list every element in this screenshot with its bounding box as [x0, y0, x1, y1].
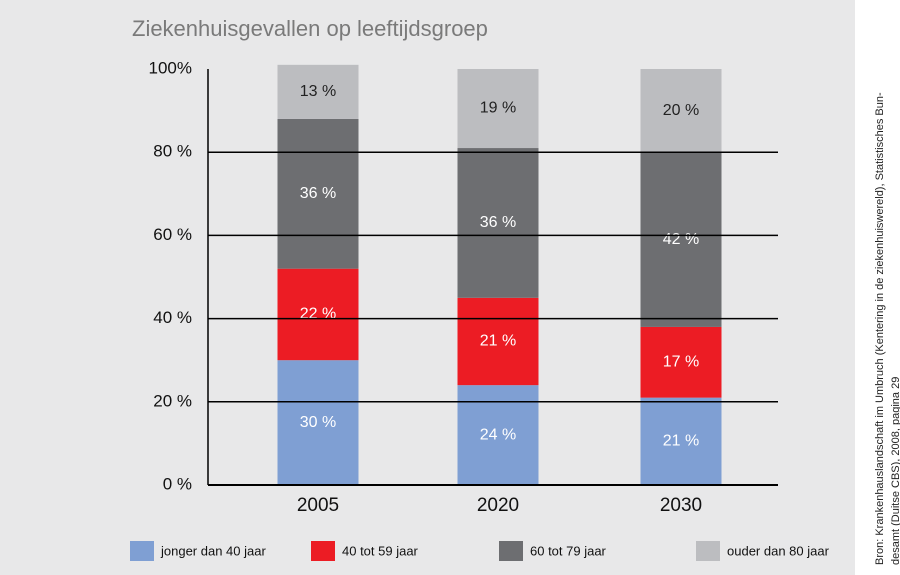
legend-label: 40 tot 59 jaar	[342, 543, 419, 558]
bar-segment	[457, 297, 539, 386]
x-tick-label: 2020	[477, 495, 519, 516]
source-note: desamt (Duitse CBS), 2008, pagina 29	[890, 377, 900, 565]
data-label: 13 %	[300, 83, 336, 100]
bar-segment	[640, 326, 722, 398]
data-label: 36 %	[480, 214, 516, 231]
background	[0, 0, 855, 575]
data-label: 36 %	[300, 185, 336, 202]
source-note: Bron: Krankenhauslandschaft im Umbruch (…	[874, 92, 886, 565]
bar-segment	[277, 268, 359, 361]
bar-segment	[457, 148, 539, 298]
data-label: 22 %	[300, 306, 336, 323]
x-tick-label: 2005	[297, 495, 339, 516]
y-tick-label: 20 %	[153, 391, 192, 410]
y-tick-label: 100%	[149, 58, 192, 77]
x-tick-label: 2030	[660, 495, 702, 516]
legend-swatch	[499, 541, 523, 561]
data-label: 30 %	[300, 414, 336, 431]
y-tick-label: 40 %	[153, 308, 192, 327]
legend-swatch	[696, 541, 720, 561]
bar-segment	[277, 118, 359, 269]
data-label: 20 %	[663, 102, 699, 119]
legend-label: 60 tot 79 jaar	[530, 543, 607, 558]
y-tick-label: 80 %	[153, 142, 192, 161]
bar-segment	[640, 152, 722, 327]
bar-segment	[457, 69, 539, 149]
data-label: 21 %	[480, 333, 516, 350]
y-tick-label: 0 %	[163, 474, 192, 493]
data-label: 19 %	[480, 100, 516, 117]
data-label: 17 %	[663, 353, 699, 370]
bar-segment	[640, 69, 722, 153]
legend-swatch	[130, 541, 154, 561]
data-label: 24 %	[480, 426, 516, 443]
chart-title: Ziekenhuisgevallen op leeftijdsgroep	[132, 16, 488, 41]
legend-swatch	[311, 541, 335, 561]
bar-segment	[277, 64, 359, 119]
bar-segment	[640, 397, 722, 485]
data-label: 21 %	[663, 433, 699, 450]
bar-segment	[277, 360, 359, 485]
data-label: 42 %	[663, 231, 699, 248]
legend-label: jonger dan 40 jaar	[160, 543, 266, 558]
legend-label: ouder dan 80 jaar	[727, 543, 830, 558]
y-tick-label: 60 %	[153, 225, 192, 244]
